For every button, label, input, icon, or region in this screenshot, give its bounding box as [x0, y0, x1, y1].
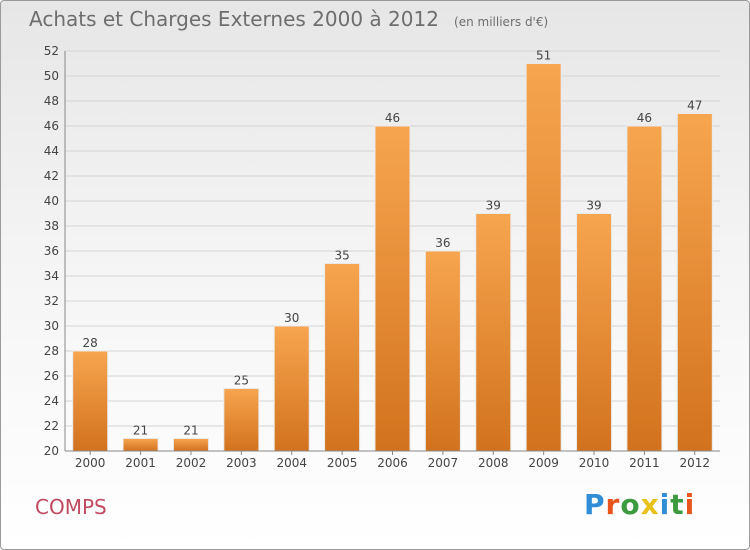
- y-tick-label: 46: [44, 119, 59, 133]
- bar: [475, 213, 512, 452]
- logo-letter: t: [670, 488, 685, 521]
- x-tick-label: 2002: [176, 456, 207, 470]
- y-tick-label: 20: [44, 444, 59, 458]
- chart-title: Achats et Charges Externes 2000 à 2012: [29, 7, 439, 31]
- bar-value-label: 36: [435, 236, 450, 250]
- bar: [374, 125, 411, 452]
- logo-letter: i: [684, 488, 696, 521]
- bar-value-label: 21: [183, 424, 198, 438]
- y-tick-label: 48: [44, 94, 59, 108]
- x-tick-label: 2011: [629, 456, 660, 470]
- bar-value-label: 46: [637, 111, 652, 125]
- y-tick-label: 38: [44, 219, 59, 233]
- bar: [273, 325, 310, 452]
- labels: 20 22 24 26 28 30 32 34 36 38 40 42 44 46 48 50 52 28 2000…: [44, 44, 710, 470]
- bar-value-label: 30: [284, 311, 299, 325]
- y-tick-label: 36: [44, 244, 59, 258]
- bar-value-label: 47: [687, 99, 702, 113]
- proxiti-logo[interactable]: Proxiti: [584, 488, 695, 521]
- y-tick-label: 34: [44, 269, 59, 283]
- place-name: COMPS: [35, 495, 107, 519]
- y-tick-label: 24: [44, 394, 59, 408]
- x-tick-label: 2010: [579, 456, 610, 470]
- bar: [223, 388, 260, 452]
- y-tick-label: 22: [44, 419, 59, 433]
- y-tick-label: 26: [44, 369, 59, 383]
- y-tick-label: 44: [44, 144, 59, 158]
- logo-letter: i: [659, 488, 671, 521]
- x-tick-label: 2009: [528, 456, 559, 470]
- x-tick-label: 2001: [125, 456, 156, 470]
- bar-value-label: 46: [385, 111, 400, 125]
- x-tick-label: 2003: [226, 456, 257, 470]
- chart-unit-note: (en milliers d'€): [454, 15, 549, 29]
- logo-letter: o: [620, 488, 641, 521]
- y-tick-label: 50: [44, 69, 59, 83]
- logo-letter: r: [605, 488, 621, 521]
- bar: [626, 125, 663, 452]
- bar-value-label: 25: [234, 374, 249, 388]
- x-tick-label: 2006: [377, 456, 408, 470]
- bar-value-label: 51: [536, 49, 551, 63]
- logo-letter: x: [640, 488, 660, 521]
- x-tick-label: 2007: [428, 456, 459, 470]
- bars: [72, 63, 713, 452]
- y-tick-label: 28: [44, 344, 59, 358]
- x-tick-label: 2000: [75, 456, 106, 470]
- title-row: Achats et Charges Externes 2000 à 2012 (…: [29, 7, 548, 31]
- bar-value-label: 35: [334, 249, 349, 263]
- bar-value-label: 39: [586, 199, 601, 213]
- y-tick-label: 30: [44, 319, 59, 333]
- bar: [172, 438, 209, 452]
- x-tick-label: 2008: [478, 456, 509, 470]
- bar-value-label: 39: [486, 199, 501, 213]
- y-tick-label: 42: [44, 169, 59, 183]
- logo-letter: P: [584, 488, 606, 521]
- bar-value-label: 28: [83, 336, 98, 350]
- bar: [576, 213, 613, 452]
- x-tick-label: 2004: [276, 456, 307, 470]
- axes: [64, 51, 720, 455]
- bar-value-label: 21: [133, 424, 148, 438]
- bar: [72, 350, 109, 452]
- y-tick-label: 32: [44, 294, 59, 308]
- bar: [122, 438, 159, 452]
- y-tick-label: 52: [44, 44, 59, 58]
- bar: [424, 250, 461, 452]
- y-tick-label: 40: [44, 194, 59, 208]
- bar: [324, 263, 361, 452]
- x-tick-label: 2012: [680, 456, 711, 470]
- bar: [525, 63, 562, 452]
- bar: [676, 113, 713, 452]
- x-tick-label: 2005: [327, 456, 358, 470]
